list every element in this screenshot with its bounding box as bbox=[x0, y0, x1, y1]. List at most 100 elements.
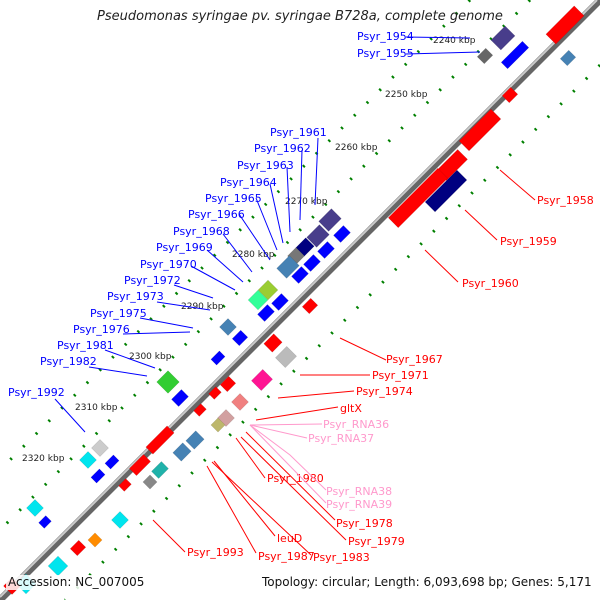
gene-feature[interactable] bbox=[275, 346, 297, 368]
gene-feature[interactable] bbox=[501, 86, 519, 104]
forward-gene-label[interactable]: Psyr_1976 bbox=[73, 323, 130, 336]
forward-gene-label-leader-line bbox=[222, 233, 253, 273]
forward-gene-label-leader-line bbox=[156, 301, 211, 311]
forward-gene-label[interactable]: Psyr_1968 bbox=[173, 225, 230, 238]
gene-feature[interactable] bbox=[118, 478, 132, 492]
gene-feature[interactable] bbox=[559, 49, 577, 67]
forward-gene-label[interactable]: Psyr_1954 bbox=[357, 30, 414, 43]
gene-feature[interactable] bbox=[210, 417, 226, 433]
gene-feature[interactable] bbox=[318, 208, 342, 232]
reverse-gene-label[interactable]: Psyr_1979 bbox=[348, 535, 405, 548]
gene-feature[interactable] bbox=[210, 350, 226, 366]
forward-gene-label[interactable]: Psyr_1963 bbox=[237, 159, 294, 172]
forward-gene-label[interactable]: Psyr_1972 bbox=[124, 274, 181, 287]
gene-feature[interactable] bbox=[424, 169, 468, 213]
gene-feature[interactable] bbox=[333, 225, 351, 243]
gene-feature[interactable] bbox=[156, 370, 180, 394]
gene-feature[interactable] bbox=[301, 297, 319, 315]
reverse-gene-label[interactable]: Psyr_1983 bbox=[313, 551, 370, 564]
reverse-gene-label[interactable]: Psyr_1993 bbox=[187, 546, 244, 559]
kbp-tick-label: 2270 kbp bbox=[285, 197, 328, 207]
gene-feature[interactable] bbox=[172, 442, 192, 462]
gene-feature[interactable] bbox=[129, 454, 151, 476]
gene-feature[interactable] bbox=[171, 389, 189, 407]
reverse-gene-label[interactable]: Psyr_1978 bbox=[336, 517, 393, 530]
reverse-gene-label-leader-line bbox=[464, 209, 498, 241]
forward-gene-label-leader-line bbox=[314, 137, 319, 206]
reverse-gene-label[interactable]: gltX bbox=[340, 402, 362, 415]
gene-feature[interactable] bbox=[317, 241, 335, 259]
forward-gene-label[interactable]: Psyr_1966 bbox=[188, 208, 245, 221]
reverse-gene-label[interactable]: Psyr_1967 bbox=[386, 353, 443, 366]
gene-feature[interactable] bbox=[387, 167, 449, 229]
gene-feature[interactable] bbox=[185, 430, 205, 450]
reverse-gene-label[interactable]: Psyr_1958 bbox=[537, 194, 594, 207]
reverse-gene-label-leader-line bbox=[152, 519, 186, 553]
gene-feature[interactable] bbox=[231, 329, 249, 347]
gene-feature[interactable] bbox=[271, 293, 289, 311]
gene-feature[interactable] bbox=[47, 555, 69, 577]
gene-feature[interactable] bbox=[26, 499, 44, 517]
gene-feature[interactable] bbox=[208, 386, 222, 400]
gene-feature[interactable] bbox=[142, 474, 158, 490]
forward-gene-label[interactable]: Psyr_1965 bbox=[205, 192, 262, 205]
map-title: Pseudomonas syringae pv. syringae B728a,… bbox=[97, 9, 503, 24]
rna-gene-label[interactable]: Psyr_RNA37 bbox=[308, 432, 374, 445]
forward-gene-label[interactable]: Psyr_1981 bbox=[57, 339, 114, 352]
gene-feature[interactable] bbox=[257, 279, 279, 301]
gene-feature[interactable] bbox=[257, 304, 275, 322]
gene-feature[interactable] bbox=[219, 375, 237, 393]
forward-gene-label[interactable]: Psyr_1962 bbox=[254, 142, 311, 155]
reverse-gene-label-leader-line bbox=[255, 406, 339, 421]
forward-gene-label[interactable]: Psyr_1969 bbox=[156, 241, 213, 254]
gene-feature[interactable] bbox=[193, 403, 207, 417]
gene-feature[interactable] bbox=[90, 468, 106, 484]
gene-feature[interactable] bbox=[87, 532, 103, 548]
gene-feature[interactable] bbox=[219, 318, 237, 336]
kbp-tick-label: 2300 kbp bbox=[129, 352, 172, 362]
forward-gene-label[interactable]: Psyr_1964 bbox=[220, 176, 277, 189]
rna-gene-label[interactable]: Psyr_RNA39 bbox=[326, 498, 392, 511]
reverse-gene-label[interactable]: leuD bbox=[277, 532, 302, 545]
reverse-gene-label[interactable]: Psyr_1980 bbox=[267, 472, 324, 485]
gene-feature[interactable] bbox=[291, 266, 309, 284]
gene-feature[interactable] bbox=[476, 47, 494, 65]
gene-feature[interactable] bbox=[69, 539, 87, 557]
forward-gene-label[interactable]: Psyr_1973 bbox=[107, 290, 164, 303]
reverse-gene-label[interactable]: Psyr_1959 bbox=[500, 235, 557, 248]
forward-gene-label[interactable]: Psyr_1982 bbox=[40, 355, 97, 368]
gene-feature[interactable] bbox=[263, 333, 283, 353]
gene-feature[interactable] bbox=[231, 393, 249, 411]
gene-feature[interactable] bbox=[145, 425, 175, 455]
forward-gene-label-leader-line bbox=[104, 349, 156, 369]
gene-feature[interactable] bbox=[38, 515, 52, 529]
rna-gene-label[interactable]: Psyr_RNA38 bbox=[326, 485, 392, 498]
gene-feature[interactable] bbox=[545, 5, 585, 45]
gene-feature[interactable] bbox=[303, 254, 321, 272]
forward-gene-label[interactable]: Psyr_1970 bbox=[140, 258, 197, 271]
gene-feature[interactable] bbox=[458, 108, 502, 152]
gene-feature[interactable] bbox=[490, 25, 516, 51]
reverse-gene-label[interactable]: Psyr_1971 bbox=[372, 369, 429, 382]
reverse-gene-label[interactable]: Psyr_1987 bbox=[258, 550, 315, 563]
forward-gene-label[interactable]: Psyr_1992 bbox=[8, 386, 65, 399]
gene-feature[interactable] bbox=[500, 40, 530, 70]
gene-feature[interactable] bbox=[276, 255, 300, 279]
gene-feature[interactable] bbox=[306, 224, 330, 248]
reverse-gene-label[interactable]: Psyr_1974 bbox=[356, 385, 413, 398]
forward-gene-label[interactable]: Psyr_1975 bbox=[90, 307, 147, 320]
gene-feature[interactable] bbox=[79, 451, 97, 469]
gene-feature[interactable] bbox=[151, 461, 169, 479]
rna-gene-label-leader-line bbox=[249, 424, 308, 439]
reverse-gene-label[interactable]: Psyr_1960 bbox=[462, 277, 519, 290]
forward-gene-label[interactable]: Psyr_1955 bbox=[357, 47, 414, 60]
forward-gene-label-leader-line bbox=[139, 317, 194, 329]
gene-feature[interactable] bbox=[104, 454, 120, 470]
rna-gene-label[interactable]: Psyr_RNA36 bbox=[323, 418, 389, 431]
gene-feature[interactable] bbox=[111, 511, 129, 529]
gene-feature[interactable] bbox=[247, 289, 269, 311]
gene-feature[interactable] bbox=[91, 439, 109, 457]
forward-gene-label[interactable]: Psyr_1961 bbox=[270, 126, 327, 139]
reverse-gene-label-leader-line bbox=[206, 465, 257, 554]
gene-feature[interactable] bbox=[251, 369, 273, 391]
